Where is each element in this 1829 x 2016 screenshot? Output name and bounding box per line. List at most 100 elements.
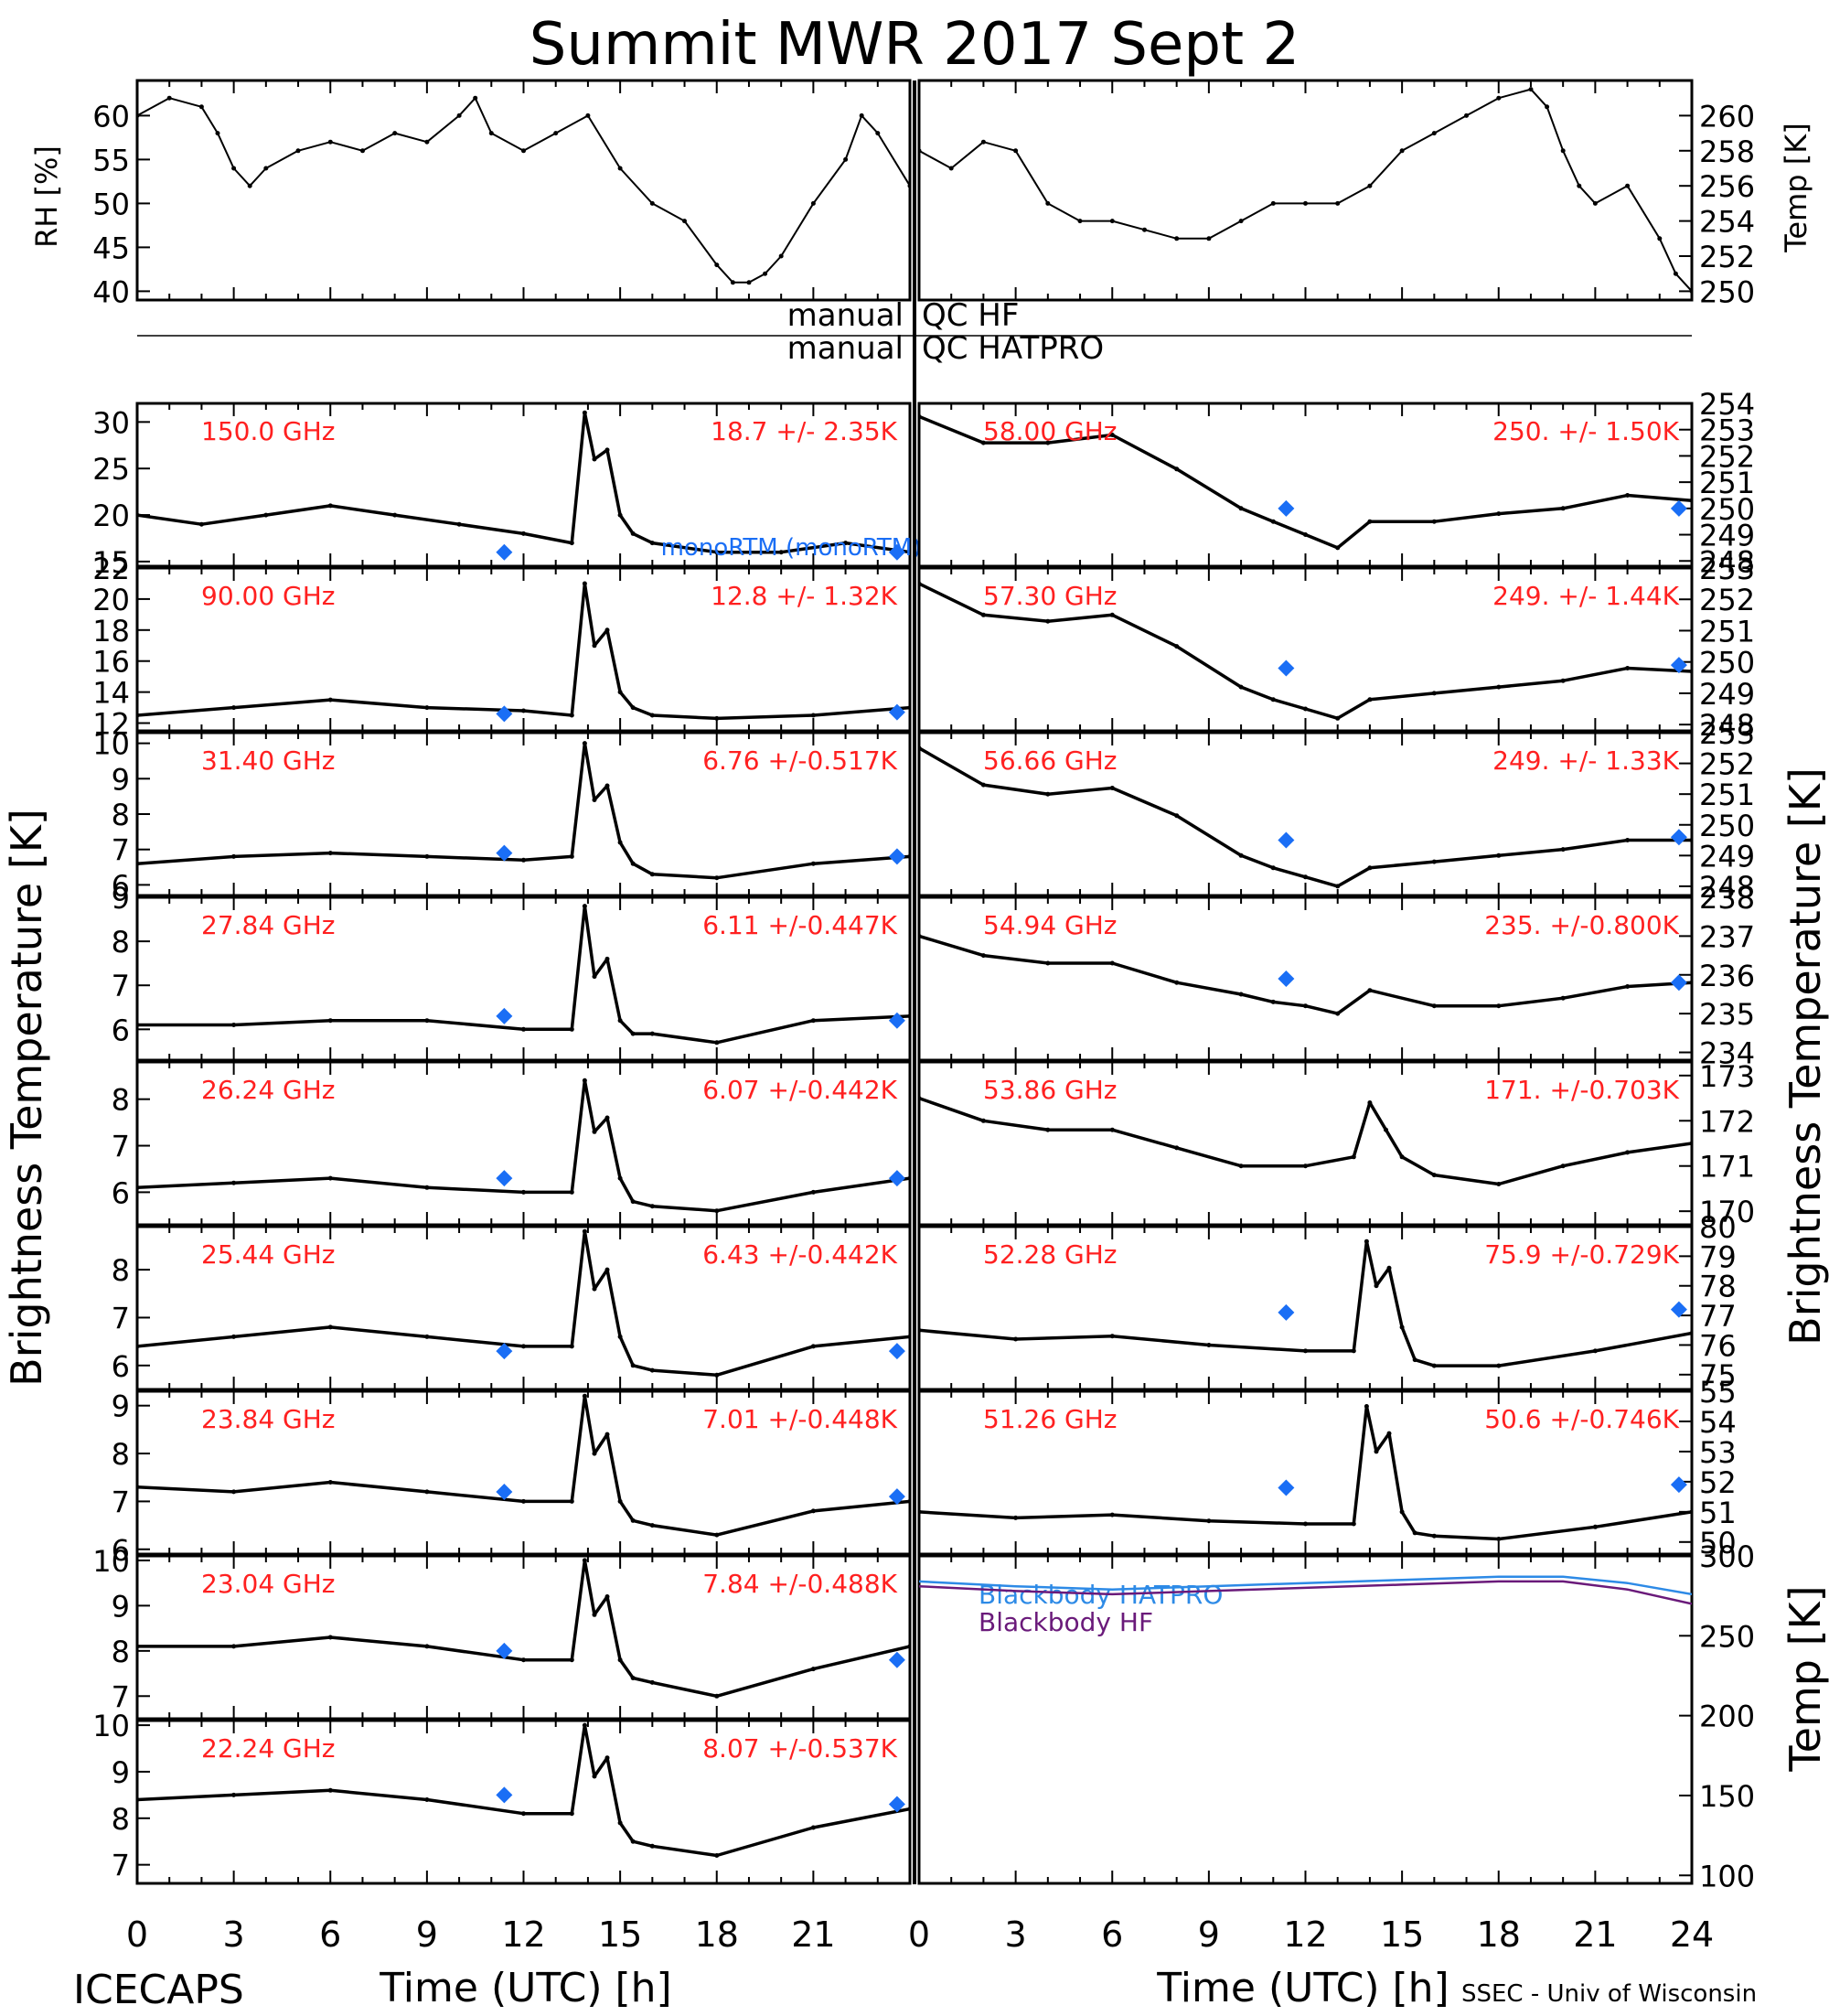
data-point [1496,511,1502,517]
x-axis-label-left: Time (UTC) [h] [379,1965,671,2011]
data-point [327,1635,333,1640]
model-marker [1278,1479,1295,1496]
data-point [630,531,636,536]
temp-top-ylabel: Temp [K] [1779,123,1813,252]
freq-label: 54.94 GHz [983,910,1118,940]
data-point [1270,865,1276,871]
data-point [198,104,204,110]
y-tick-label: 250 [1699,809,1755,843]
series-line-54.94 [919,934,1692,1015]
footer-right: SSEC - Univ of Wisconsin [1461,1980,1757,2008]
data-point [980,953,986,959]
data-point [1303,706,1308,712]
y-tick-label: 249 [1699,677,1755,712]
y-tick-label: 170 [1699,1195,1755,1229]
data-point [521,148,526,154]
model-marker [496,844,513,862]
freq-label: 23.84 GHz [201,1404,336,1434]
y-tick-label: 256 [1699,169,1755,204]
y-tick-label: 250 [1699,274,1755,309]
data-point [919,933,922,938]
data-point [1109,612,1115,617]
data-point [617,1498,623,1504]
data-point [630,861,636,866]
data-point [630,1031,636,1036]
data-point [553,131,559,136]
freq-label: 22.24 GHz [201,1733,336,1764]
data-point [488,131,494,136]
data-point [592,798,597,802]
data-point [521,857,526,863]
y-tick-label: 77 [1699,1299,1737,1334]
data-point [1689,1331,1692,1335]
data-point [810,1667,816,1672]
data-point [907,1013,910,1019]
y-tick-label: 300 [1699,1539,1755,1574]
data-point [360,148,365,154]
data-point [263,512,269,518]
data-point [1496,684,1502,690]
data-point [231,1792,237,1797]
data-point [231,705,237,711]
data-point [1045,1127,1051,1132]
model-marker [888,543,905,561]
data-point [1270,200,1276,206]
x-axis-label-right: Time (UTC) [h] [1156,1965,1449,2011]
data-point [919,1096,922,1101]
data-point [1689,498,1692,503]
data-point [810,1825,816,1830]
panel-frame-rh [135,79,912,302]
stat-label: 249. +/- 1.33K [1492,745,1679,776]
data-point [907,853,910,859]
data-point [137,1344,140,1349]
model-marker [888,1012,905,1029]
data-point [137,1644,140,1649]
y-tick-label: 14 [92,676,130,711]
data-point [980,612,986,617]
y-tick-label: 249 [1699,839,1755,874]
data-point [1335,200,1341,206]
model-marker [496,1007,513,1024]
data-point [1174,813,1180,819]
data-point [810,1344,816,1349]
data-point [714,1693,720,1699]
x-tick-label-right: 18 [1477,1914,1521,1955]
y-tick-label: 258 [1699,134,1755,169]
data-point [327,1175,333,1181]
chart-title: Summit MWR 2017 Sept 2 [529,11,1300,79]
data-point [424,1185,430,1190]
model-marker [1670,499,1687,517]
data-point [592,1451,597,1456]
data-point [1045,960,1051,966]
y-tick-label: 54 [1699,1405,1737,1440]
data-point [617,166,623,171]
model-label: monoRTM (monoRTM) [661,534,922,562]
data-point [714,1372,720,1378]
data-point [1431,859,1437,864]
data-point [1238,684,1244,690]
freq-label: 31.40 GHz [201,745,336,776]
data-point [907,1644,910,1649]
data-point [907,183,910,188]
x-tick-label-right: 12 [1283,1914,1327,1955]
panel-frame-temp [917,79,1694,302]
y-tick-label: 251 [1699,777,1755,812]
data-point [1109,433,1115,437]
data-point [198,521,204,527]
data-point [137,113,140,118]
y-tick-label: 9 [112,1755,130,1790]
freq-label: 26.24 GHz [201,1075,336,1105]
data-point [980,782,986,788]
y-tick-label: 7 [112,1130,130,1164]
y-tick-label: 79 [1699,1239,1737,1274]
data-point [1625,838,1631,842]
data-point [649,1367,655,1373]
data-point [1206,1518,1212,1524]
y-tick-label: 249 [1699,519,1755,553]
x-tick-label-left: 21 [791,1914,835,1955]
x-tick-label-left: 15 [598,1914,642,1955]
x-tick-label-right: 15 [1380,1914,1424,1955]
data-point [1364,1239,1369,1244]
data-point [521,1498,526,1504]
